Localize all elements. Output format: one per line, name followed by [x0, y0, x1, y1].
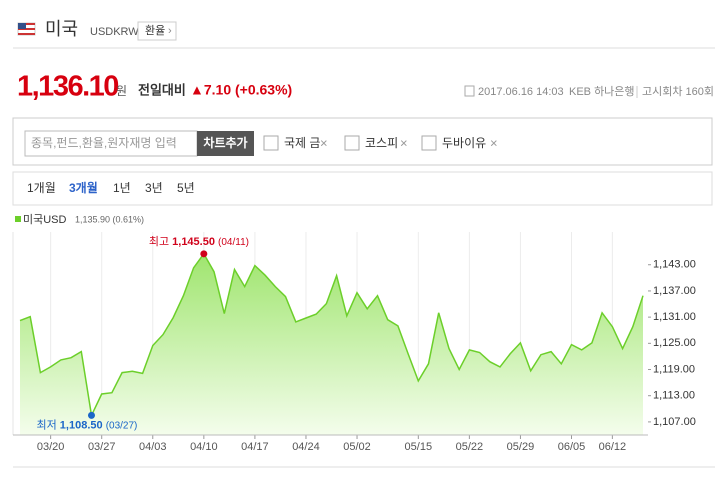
y-tick-label: 1,125.00	[653, 337, 696, 349]
remove-icon[interactable]: ×	[490, 135, 498, 150]
period-tab[interactable]: 1년	[113, 181, 131, 195]
remove-icon[interactable]: ×	[400, 135, 408, 150]
period-tab[interactable]: 1개월	[27, 181, 56, 195]
currency-name: 미국	[45, 19, 78, 39]
x-tick-label: 05/02	[343, 441, 371, 453]
checkbox[interactable]	[263, 135, 279, 151]
period-panel	[12, 171, 713, 206]
rate-button-label[interactable]: 환율	[145, 24, 165, 37]
currency-code: USDKRW	[90, 26, 139, 38]
search-placeholder[interactable]: 종목,펀드,환율,원자재명 입력	[31, 136, 177, 150]
option-label[interactable]: 두바이유	[442, 136, 486, 150]
x-tick-label: 06/05	[558, 441, 586, 453]
price: 1,136.10	[17, 71, 118, 103]
y-tick-label: 1,119.00	[653, 363, 695, 375]
low-value: 1,108.50	[60, 419, 103, 431]
period-tab[interactable]: 3개월	[69, 180, 98, 195]
round: 고시회차 160회	[642, 85, 714, 98]
info-icon	[464, 85, 475, 97]
add-chart-label[interactable]: 차트추가	[203, 135, 247, 150]
x-tick-label: 04/17	[241, 441, 269, 453]
rate-button[interactable]	[137, 21, 177, 41]
high-annotation: 최고 1,145.50 (04/11)	[149, 235, 249, 248]
low-annotation: 최저 1,108.50 (03/27)	[36, 418, 137, 431]
remove-icon[interactable]: ×	[320, 135, 328, 150]
line	[19, 252, 644, 418]
x-tick-label: 05/29	[507, 441, 535, 453]
bank: KEB 하나은행	[569, 84, 635, 98]
y-tick-label: 1,113.00	[653, 390, 695, 402]
x-tick-label: 04/10	[190, 441, 218, 453]
change: ▲7.10 (+0.63%)	[190, 82, 292, 98]
high-date: (04/11)	[218, 236, 249, 247]
x-tick-label: 05/15	[405, 441, 433, 453]
price-unit: 원	[116, 84, 127, 98]
x-tick-label: 05/22	[456, 441, 484, 453]
option-label[interactable]: 국제 금	[284, 136, 320, 150]
y-tick-label: 1,131.00	[653, 311, 696, 323]
x-tick-label: 03/20	[37, 441, 65, 453]
add-chart-button[interactable]	[197, 131, 254, 156]
checkbox[interactable]	[344, 135, 360, 151]
datetime: 2017.06.16 14:03	[478, 86, 564, 98]
low-marker	[87, 411, 95, 419]
change-label: 전일대비	[138, 82, 186, 97]
low-date: (03/27)	[106, 420, 138, 431]
x-tick-label: 04/03	[139, 441, 167, 453]
x-tick-label: 03/27	[88, 441, 116, 453]
legend-label: 미국USD	[23, 213, 67, 226]
flag	[17, 22, 36, 36]
legend-value: 1,135.90 (0.61%)	[75, 214, 144, 224]
arrow-icon: ›	[168, 25, 172, 37]
period-tab[interactable]: 5년	[177, 181, 195, 195]
period-tab[interactable]: 3년	[145, 181, 163, 195]
high-label: 최고	[149, 235, 169, 248]
area-fill	[20, 253, 643, 435]
high-value: 1,145.50	[172, 236, 215, 248]
checkbox[interactable]	[421, 135, 437, 151]
y-tick-label: 1,107.00	[653, 416, 696, 428]
y-tick-label: 1,143.00	[653, 259, 696, 271]
option-label[interactable]: 코스피	[365, 136, 398, 150]
legend-swatch	[15, 216, 21, 222]
low-label: 최저	[36, 418, 56, 431]
high-marker	[200, 250, 208, 258]
x-tick-label: 04/24	[292, 441, 320, 453]
x-tick-label: 06/12	[599, 441, 627, 453]
y-tick-label: 1,137.00	[653, 285, 696, 297]
